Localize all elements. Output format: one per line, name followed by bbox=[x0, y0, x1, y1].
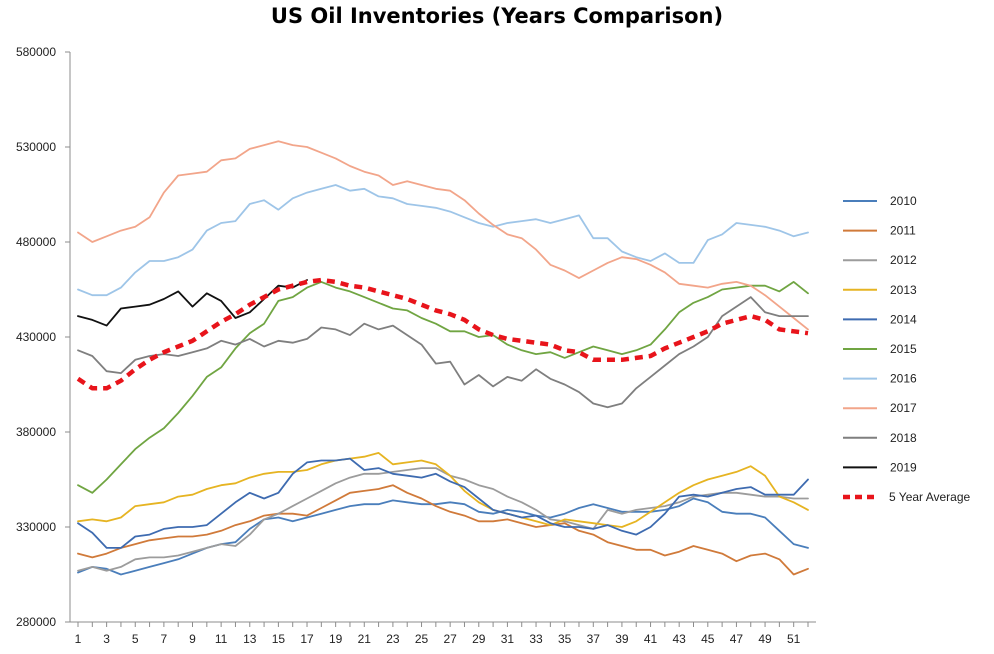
series-line-2012 bbox=[77, 467, 809, 572]
x-tick-label: 35 bbox=[558, 632, 572, 646]
series-line-2013 bbox=[77, 452, 809, 528]
legend-layer: 2010 2011 2012 2013 2014 2015 2016 2017 2018 2019… bbox=[843, 194, 971, 504]
y-tick-label: 580000 bbox=[16, 45, 56, 59]
x-tick-label: 37 bbox=[587, 632, 601, 646]
series-line-2019 bbox=[77, 279, 308, 327]
y-tick-label: 280000 bbox=[16, 615, 56, 629]
legend-label: 2010 bbox=[890, 194, 917, 208]
series-line-2010 bbox=[77, 497, 809, 576]
series-line-2011 bbox=[77, 484, 809, 576]
x-tick-label: 27 bbox=[443, 632, 457, 646]
y-tick-label: 530000 bbox=[16, 140, 56, 154]
y-tick-label: 330000 bbox=[16, 520, 56, 534]
legend-label: 2018 bbox=[890, 431, 917, 445]
x-tick-label: 47 bbox=[730, 632, 744, 646]
x-tick-label: 31 bbox=[501, 632, 515, 646]
x-tick-label: 5 bbox=[132, 632, 139, 646]
x-tick-label: 19 bbox=[329, 632, 343, 646]
legend-label: 2019 bbox=[890, 460, 917, 474]
series-layer bbox=[76, 140, 809, 576]
chart-title: US Oil Inventories (Years Comparison) bbox=[270, 4, 724, 28]
x-tick-label: 51 bbox=[787, 632, 801, 646]
x-tick-label: 21 bbox=[358, 632, 372, 646]
series-line-2016 bbox=[77, 184, 809, 297]
x-tick-label: 3 bbox=[103, 632, 110, 646]
x-tick-label: 15 bbox=[272, 632, 286, 646]
x-tick-label: 39 bbox=[615, 632, 629, 646]
x-tick-label: 7 bbox=[161, 632, 168, 646]
axes-layer: 280000 330000 380000 430000 480000 530000 5800… bbox=[16, 45, 816, 646]
y-tick-label: 430000 bbox=[16, 330, 56, 344]
series-line-5-year-average bbox=[76, 277, 809, 391]
legend-label: 2012 bbox=[890, 253, 917, 267]
series-line-2017 bbox=[77, 140, 809, 331]
x-tick-label: 23 bbox=[386, 632, 400, 646]
series-line-2018 bbox=[77, 296, 809, 409]
x-tick-label: 1 bbox=[75, 632, 82, 646]
x-tick-label: 43 bbox=[672, 632, 686, 646]
x-tick-label: 25 bbox=[415, 632, 429, 646]
x-tick-label: 33 bbox=[529, 632, 543, 646]
legend-label: 2016 bbox=[890, 372, 917, 386]
x-tick-label: 13 bbox=[243, 632, 257, 646]
legend-label: 2011 bbox=[890, 224, 916, 238]
x-tick-label: 45 bbox=[701, 632, 715, 646]
legend-label: 2013 bbox=[890, 283, 917, 297]
legend-label: 2015 bbox=[890, 342, 917, 356]
y-tick-label: 380000 bbox=[16, 425, 56, 439]
x-tick-label: 49 bbox=[758, 632, 772, 646]
legend-label: 2014 bbox=[890, 312, 917, 326]
legend-label: 2017 bbox=[890, 401, 917, 415]
y-tick-label: 480000 bbox=[16, 235, 56, 249]
x-tick-label: 29 bbox=[472, 632, 486, 646]
x-tick-label: 9 bbox=[189, 632, 196, 646]
series-line-2014 bbox=[77, 457, 809, 549]
legend-label: 5 Year Average bbox=[889, 490, 971, 504]
series-line-2015 bbox=[77, 281, 809, 494]
x-tick-label: 41 bbox=[644, 632, 658, 646]
x-tick-label: 11 bbox=[215, 632, 228, 646]
x-tick-label: 17 bbox=[300, 632, 314, 646]
